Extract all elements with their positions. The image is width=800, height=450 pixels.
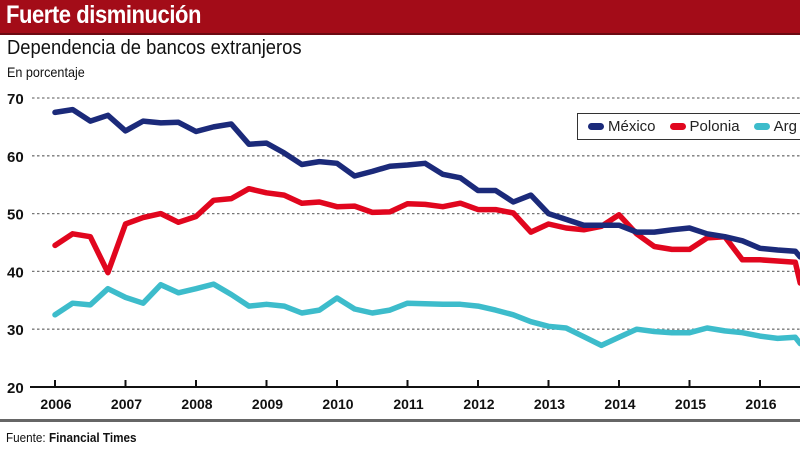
legend-label: Arg: [773, 118, 797, 135]
y-tick-label: 20: [7, 380, 24, 397]
x-tick-label: 2011: [393, 396, 424, 412]
y-tick-label: 40: [7, 264, 24, 281]
legend-label: Polonia: [689, 118, 740, 135]
header-title: Fuerte disminución: [6, 1, 202, 29]
footer-divider: [0, 419, 800, 422]
x-tick-label: 2006: [40, 396, 71, 412]
x-tick-label: 2015: [675, 396, 706, 412]
source-name: Financial Times: [48, 430, 137, 445]
legend-label: México: [608, 118, 656, 135]
header-bar: Fuerte disminución: [0, 0, 800, 35]
x-tick-label: 2009: [252, 396, 283, 412]
x-tick-label: 2014: [604, 396, 635, 412]
legend-item-argentina: Arg: [753, 118, 797, 135]
x-tick-label: 2010: [322, 396, 353, 412]
x-tick-label: 2008: [181, 396, 212, 412]
y-axis-label: En porcentaje: [7, 64, 85, 80]
y-tick-label: 50: [7, 207, 24, 224]
legend: México Polonia Arg: [577, 113, 800, 140]
x-tick-label: 2007: [111, 396, 142, 412]
legend-item-mexico: México: [588, 118, 656, 135]
legend-swatch: [669, 123, 686, 130]
source-note: Fuente: Financial Times: [6, 430, 137, 445]
x-tick-label: 2012: [463, 396, 494, 412]
series-line-argentina: [52, 281, 800, 349]
source-label: Fuente:: [6, 430, 46, 445]
x-tick-label: 2016: [745, 396, 776, 412]
legend-item-polonia: Polonia: [669, 118, 740, 135]
x-tick-label: 2013: [534, 396, 565, 412]
chart-title: Dependencia de bancos extranjeros: [7, 37, 302, 59]
legend-swatch: [753, 123, 770, 130]
y-tick-label: 30: [7, 322, 24, 339]
series-line-mexico: [52, 106, 800, 260]
legend-swatch: [588, 123, 604, 130]
y-tick-label: 60: [7, 149, 24, 166]
series-line-polonia: [52, 185, 800, 286]
y-tick-label: 70: [7, 91, 24, 108]
